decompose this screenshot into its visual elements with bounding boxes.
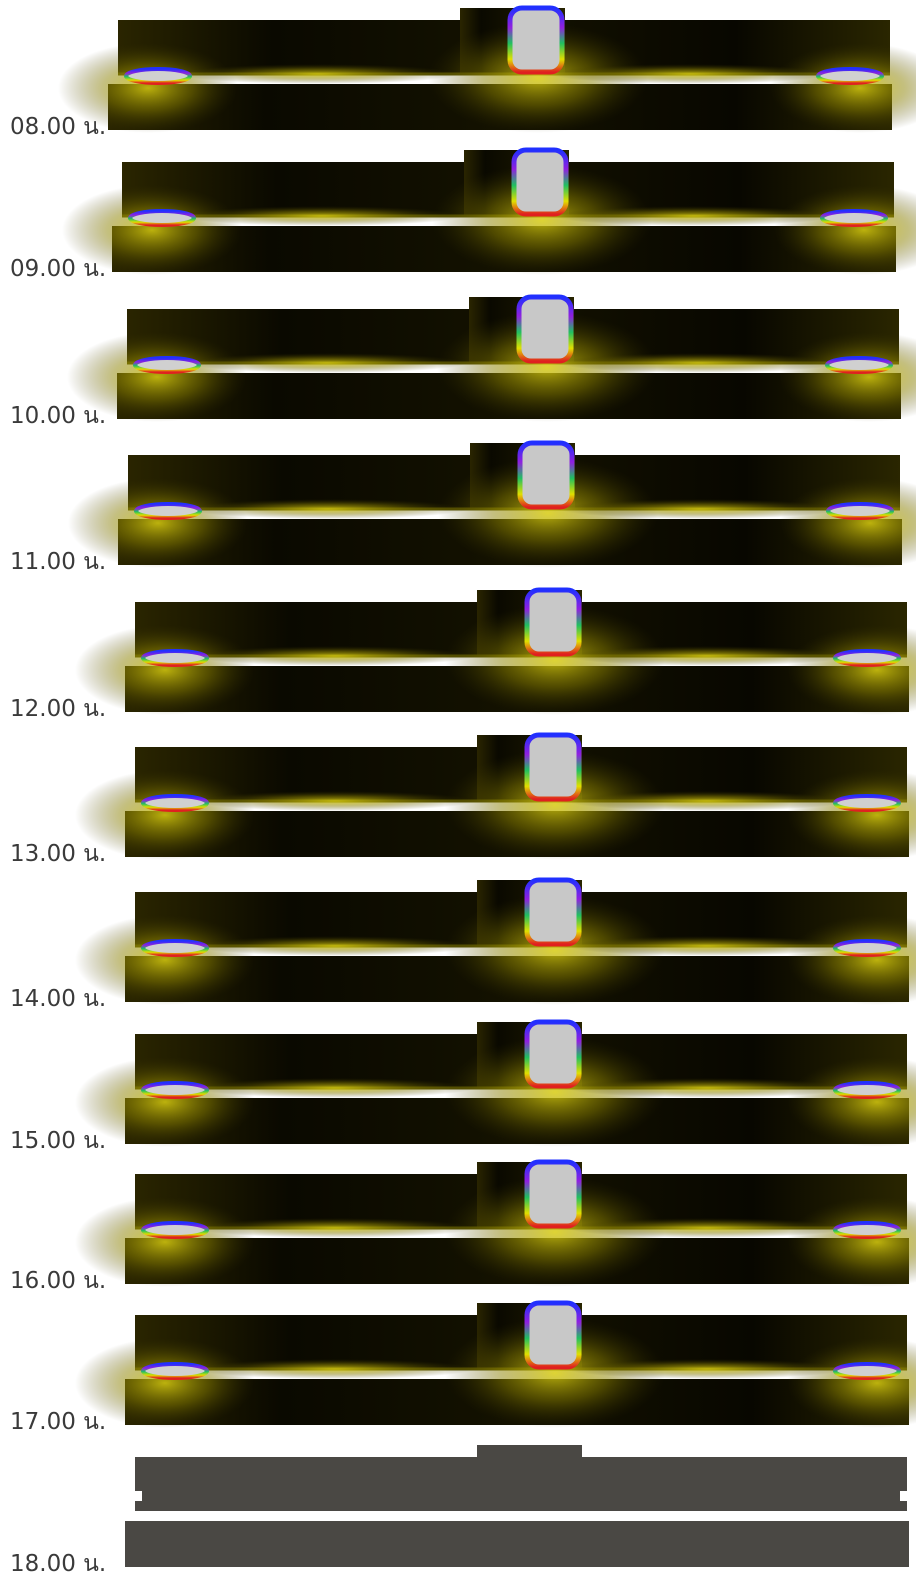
hot-spot bbox=[827, 358, 891, 372]
hot-spot bbox=[143, 1223, 207, 1237]
time-label: 12.00 น. bbox=[10, 696, 106, 722]
hot-column bbox=[527, 1022, 579, 1086]
simulation-panel bbox=[62, 150, 916, 275]
hot-spot bbox=[835, 796, 899, 810]
hot-spot bbox=[143, 1083, 207, 1097]
simulation-panel bbox=[75, 880, 916, 1005]
heat-glow bbox=[559, 353, 839, 373]
tower bbox=[477, 1445, 582, 1511]
hot-column bbox=[527, 880, 579, 944]
hot-column bbox=[527, 1162, 579, 1226]
time-label: 08.00 น. bbox=[10, 114, 106, 140]
heat-glow bbox=[550, 64, 830, 84]
time-label: 16.00 น. bbox=[10, 1268, 106, 1294]
lower-slab bbox=[125, 1521, 909, 1567]
heat-glow bbox=[195, 1218, 475, 1238]
hot-spot bbox=[835, 1083, 899, 1097]
heat-glow bbox=[187, 353, 467, 373]
heat-glow bbox=[567, 936, 847, 956]
heat-glow bbox=[195, 646, 475, 666]
simulation-panel bbox=[75, 1303, 916, 1428]
time-label: 14.00 น. bbox=[10, 986, 106, 1012]
time-label: 13.00 น. bbox=[10, 841, 106, 867]
heat-glow bbox=[178, 64, 458, 84]
heat-glow bbox=[554, 206, 834, 226]
heat-glow bbox=[567, 1218, 847, 1238]
simulation-panel bbox=[67, 297, 916, 422]
marker bbox=[900, 1491, 907, 1501]
hot-spot bbox=[822, 211, 886, 225]
hot-column bbox=[527, 735, 579, 799]
hot-spot bbox=[835, 651, 899, 665]
time-label: 11.00 น. bbox=[10, 549, 106, 575]
hot-spot bbox=[135, 358, 199, 372]
hot-spot bbox=[136, 504, 200, 518]
hot-column bbox=[527, 1303, 579, 1367]
hot-column bbox=[519, 297, 571, 361]
heat-glow bbox=[567, 1359, 847, 1379]
simulation-panel bbox=[75, 1162, 916, 1287]
hot-spot bbox=[143, 651, 207, 665]
hot-spot bbox=[143, 1364, 207, 1378]
hot-spot bbox=[126, 69, 190, 83]
time-label: 10.00 น. bbox=[10, 403, 106, 429]
heat-glow bbox=[560, 499, 840, 519]
hot-spot bbox=[130, 211, 194, 225]
hot-spot bbox=[835, 1364, 899, 1378]
simulation-panel bbox=[125, 1445, 909, 1567]
time-label: 15.00 น. bbox=[10, 1128, 106, 1154]
hot-spot bbox=[835, 941, 899, 955]
heat-glow bbox=[182, 206, 462, 226]
page: 08.00 น. 09.00 น. 10.00 น. 11.00 น. 12.00 น.… bbox=[0, 0, 916, 1575]
heat-glow bbox=[567, 791, 847, 811]
hot-spot bbox=[835, 1223, 899, 1237]
hot-column bbox=[527, 590, 579, 654]
simulation-panel bbox=[68, 443, 916, 568]
time-label: 09.00 น. bbox=[10, 256, 106, 282]
figure: 08.00 น. 09.00 น. 10.00 น. 11.00 น. 12.00 น.… bbox=[0, 0, 916, 1575]
simulation-panel bbox=[75, 1022, 916, 1147]
hot-column bbox=[520, 443, 572, 507]
hot-spot bbox=[143, 941, 207, 955]
heat-glow bbox=[567, 646, 847, 666]
simulation-panel bbox=[58, 8, 916, 133]
hot-column bbox=[514, 150, 566, 214]
hot-column bbox=[510, 8, 562, 72]
heat-glow bbox=[188, 499, 468, 519]
heat-glow bbox=[195, 936, 475, 956]
heat-glow bbox=[567, 1078, 847, 1098]
heat-glow bbox=[195, 1359, 475, 1379]
hot-spot bbox=[818, 69, 882, 83]
simulation-panel bbox=[75, 735, 916, 860]
time-label: 18.00 น. bbox=[10, 1551, 106, 1575]
heat-glow bbox=[195, 1078, 475, 1098]
marker bbox=[135, 1491, 142, 1501]
hot-spot bbox=[143, 796, 207, 810]
heat-glow bbox=[195, 791, 475, 811]
simulation-panel bbox=[75, 590, 916, 715]
hot-spot bbox=[828, 504, 892, 518]
time-label: 17.00 น. bbox=[10, 1409, 106, 1435]
